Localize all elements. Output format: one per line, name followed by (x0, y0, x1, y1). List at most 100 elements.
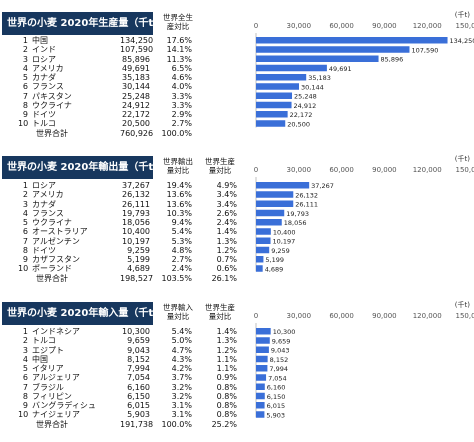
production-share-cell: 1.3% (216, 336, 237, 346)
share-cell: 3.3% (171, 91, 192, 101)
value-cell: 5,199 (127, 255, 150, 264)
value-cell: 18,056 (122, 218, 150, 227)
production-share-cell: 3.4% (216, 190, 237, 200)
country-name: イタリア (32, 364, 64, 373)
share-cell: 11.3% (166, 54, 192, 64)
x-tick-label: 0 (254, 22, 258, 30)
value-cell: 22,172 (122, 110, 150, 119)
x-tick-label: 90,000 (372, 312, 397, 320)
value-cell: 6,160 (127, 382, 150, 392)
column-header-share: 世界全生 産対比 (163, 13, 193, 31)
share-cell: 5.0% (171, 336, 192, 346)
production-share-cell: 4.9% (216, 181, 237, 190)
x-tick-label: 90,000 (372, 166, 397, 174)
rank: 8 (22, 245, 28, 255)
value-cell: 19,793 (122, 208, 150, 218)
share-cell: 2.7% (171, 119, 192, 129)
bar (256, 402, 265, 409)
value-cell: 198,527 (120, 273, 154, 283)
rank: 7 (22, 91, 28, 101)
country-name: フィリピン (32, 391, 72, 401)
table-row: 1 ロシア 37,267 19.4% 4.9% (0, 181, 250, 190)
bar (256, 209, 285, 217)
share-cell: 3.3% (171, 100, 192, 110)
table-row: 7 ブラジル 6,160 3.2% 0.8% (0, 383, 250, 392)
table-row: 4 アメリカ 49,691 6.5% (0, 64, 250, 73)
country-name: トルコ (32, 336, 56, 346)
value-cell: 26,132 (122, 190, 150, 200)
data-label: 35,183 (308, 74, 331, 82)
share-cell: 2.7% (171, 255, 192, 264)
share-cell: 3.2% (171, 391, 192, 401)
data-label: 107,590 (411, 46, 438, 54)
value-cell: 37,267 (122, 181, 150, 190)
country-name: ドイツ (32, 110, 56, 119)
rank: 3 (22, 345, 28, 355)
data-label: 26,111 (295, 201, 318, 209)
bar (256, 92, 293, 99)
share-cell: 13.6% (166, 199, 192, 209)
share-cell: 19.4% (166, 181, 192, 190)
country-name: アルジェリア (32, 373, 80, 383)
bar (256, 74, 307, 81)
bar (256, 256, 264, 263)
chart-title: 世界の小麦 2020年生産量（千t） (2, 12, 163, 35)
table-row: 1 中国 134,250 17.6% (0, 36, 250, 45)
bar (256, 411, 265, 418)
table-row: 8 ドイツ 9,259 4.8% 1.2% (0, 246, 250, 255)
bar (256, 337, 270, 344)
country-name: パキスタン (32, 91, 72, 101)
share-cell: 13.6% (166, 190, 192, 200)
x-tick-label: 0 (254, 166, 258, 174)
production-share-cell: 0.8% (216, 391, 237, 401)
share-cell: 3.7% (171, 373, 192, 383)
data-label: 5,903 (266, 411, 285, 419)
rank: 3 (22, 54, 28, 64)
country-name: ポーランド (32, 264, 72, 274)
production-share-cell: 2.6% (216, 208, 237, 218)
bar (256, 200, 294, 207)
production-share-cell: 0.9% (216, 373, 237, 383)
data-label: 85,896 (381, 56, 404, 64)
production-share-cell: 1.2% (216, 345, 237, 355)
bar (256, 246, 270, 254)
production-share-cell: 2.4% (216, 218, 237, 227)
value-cell: 26,111 (122, 199, 150, 209)
column-header-production-share: 世界生産 量対比 (205, 303, 235, 321)
rank: 6 (22, 373, 28, 383)
value-cell: 6,015 (127, 401, 150, 410)
share-cell: 5.3% (171, 236, 192, 246)
production-share-cell: 0.8% (216, 410, 237, 420)
rank: 1 (22, 36, 28, 45)
share-cell: 2.4% (171, 264, 192, 274)
chart-title: 世界の小麦 2020年輸出量（千t） (2, 156, 163, 179)
x-tick-label: 60,000 (329, 312, 354, 320)
production-share-cell: 1.4% (216, 227, 237, 237)
table-row: 6 フランス 30,144 4.0% (0, 82, 250, 91)
x-tick-label: 90,000 (372, 22, 397, 30)
rank: 10 (18, 410, 29, 420)
data-label: 18,056 (284, 219, 307, 227)
rank: 4 (22, 208, 28, 218)
table-row: 2 トルコ 9,659 5.0% 1.3% (0, 336, 250, 345)
value-cell: 4,689 (127, 264, 150, 274)
country-name: ナイジェリア (32, 410, 80, 420)
bar (256, 392, 265, 400)
data-label: 10,300 (273, 328, 296, 336)
axis-unit-label: (千t) (455, 10, 470, 19)
bar-chart: (千t) 0 30,000 60,000 90,000 120,000 150,000 10,… (254, 300, 474, 419)
production-share-cell: 26.1% (211, 273, 237, 283)
table-row: 10 トルコ 20,500 2.7% (0, 119, 250, 128)
share-cell: 14.1% (166, 45, 192, 55)
rank: 5 (22, 218, 28, 227)
value-cell: 8,152 (127, 354, 150, 364)
value-cell: 10,300 (122, 327, 150, 336)
data-label: 5,199 (265, 256, 284, 264)
bar (256, 328, 271, 335)
table-row: 6 アルジェリア 7,054 3.7% 0.9% (0, 373, 250, 382)
share-cell: 3.2% (171, 382, 192, 392)
x-tick-label: 30,000 (287, 312, 312, 320)
table-row: 4 中国 8,152 4.3% 1.1% (0, 355, 250, 364)
country-name: エジプト (32, 345, 64, 355)
share-cell: 3.1% (171, 410, 192, 420)
